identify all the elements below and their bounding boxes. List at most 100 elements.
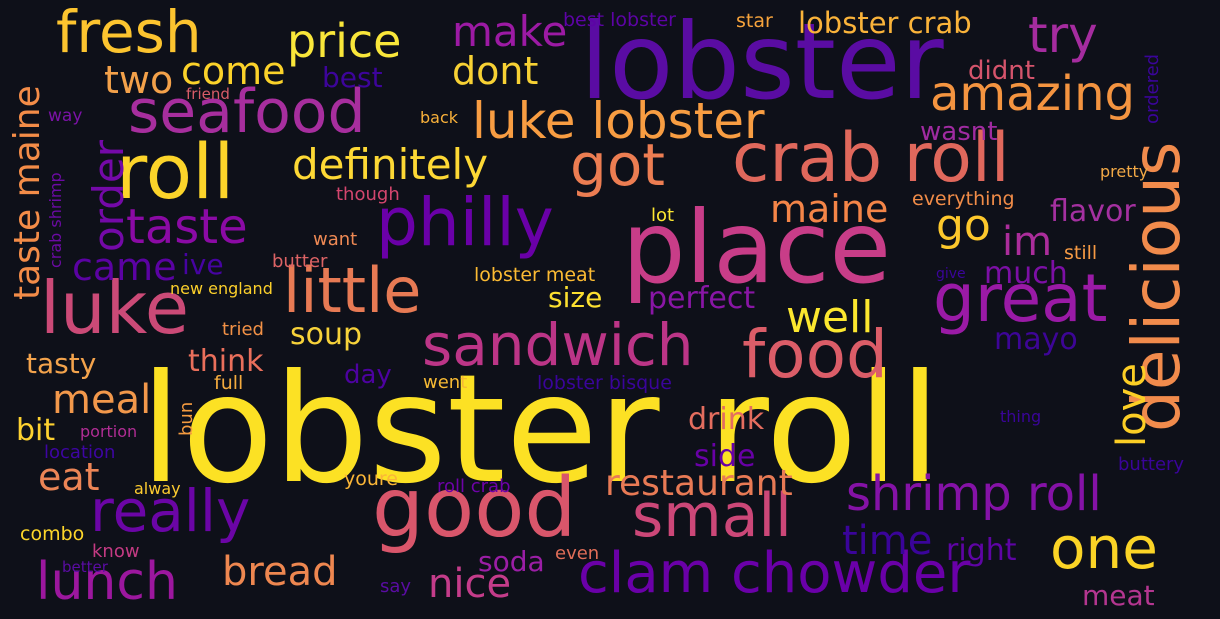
word-know: know (92, 541, 140, 562)
word-didnt: didnt (968, 56, 1035, 86)
word-luke: luke (40, 266, 190, 350)
word-little: little (283, 254, 422, 327)
word-soup: soup (290, 317, 363, 352)
word-wasnt: wasnt (920, 117, 998, 147)
word-seafood: seafood (128, 77, 366, 147)
word-still: still (1064, 242, 1098, 264)
word-food: food (742, 316, 888, 393)
word-lobster: lobster (580, 1, 944, 123)
word-crab-shrimp: crab shrimp (46, 172, 65, 268)
word-location: location (44, 442, 116, 463)
word-sandwich: sandwich (422, 311, 694, 379)
word-love: love (1109, 363, 1155, 447)
word-butter: butter (272, 251, 328, 272)
word-right: right (946, 533, 1017, 568)
word-say: say (380, 576, 412, 597)
word-alway: alway (134, 479, 181, 498)
word-amazing: amazing (930, 66, 1136, 122)
word-best-lobster: best lobster (563, 9, 676, 31)
word-one: one (1050, 514, 1158, 582)
word-buttery: buttery (1118, 454, 1185, 475)
word-thing: thing (1000, 407, 1042, 426)
word-star: star (736, 10, 773, 32)
word-best: best (322, 61, 383, 94)
word-ive: ive (182, 248, 224, 281)
word-taste: taste (126, 199, 248, 255)
word-back: back (420, 108, 459, 127)
word-im: im (1002, 219, 1053, 265)
word-day: day (344, 360, 392, 390)
word-go: go (936, 200, 991, 251)
word-maine: maine (770, 187, 889, 231)
word-new-england: new england (170, 279, 273, 298)
word-place: place (622, 189, 892, 306)
word-tried: tried (222, 319, 264, 340)
word-order: order (84, 140, 133, 252)
word-bread: bread (222, 549, 338, 595)
word-good: good (372, 461, 577, 556)
word-youre: youre (344, 468, 398, 490)
word-everything: everything (912, 188, 1015, 210)
word-lobster-bisque: lobster bisque (537, 372, 672, 394)
word-definitely: definitely (292, 140, 489, 189)
word-time: time (842, 518, 933, 564)
word-lobster-crab: lobster crab (798, 6, 972, 40)
word-combo: combo (20, 523, 85, 545)
word-even: even (555, 543, 600, 564)
word-eat: eat (38, 455, 100, 499)
word-crab-roll: crab roll (732, 119, 1010, 198)
word-flavor: flavor (1050, 194, 1136, 229)
word-roll: roll (116, 127, 235, 216)
word-size: size (548, 281, 603, 314)
word-bun: bun (176, 401, 197, 436)
word-meat: meat (1082, 579, 1155, 612)
word-pretty: pretty (1100, 162, 1149, 181)
word-dont: dont (452, 49, 539, 93)
word-think: think (188, 344, 264, 379)
word-lobster-meat: lobster meat (474, 264, 596, 286)
word-two: two (104, 58, 174, 102)
word-roll-crab: roll crab (437, 476, 511, 497)
word-got: got (570, 131, 666, 199)
word-ordered: ordered (1142, 53, 1163, 124)
word-come: come (181, 49, 286, 93)
word-side: side (694, 439, 756, 474)
word-mayo: mayo (994, 322, 1078, 357)
word-luke-lobster: luke lobster (472, 92, 765, 150)
word-try: try (1028, 6, 1098, 64)
word-taste-maine: taste maine (7, 85, 48, 300)
word-price: price (287, 14, 402, 68)
word-better: better (62, 558, 108, 576)
word-well: well (786, 292, 874, 343)
word-really: really (90, 477, 251, 545)
word-want: want (313, 229, 358, 250)
word-lunch: lunch (36, 552, 178, 612)
word-give: give (936, 266, 966, 282)
word-drink: drink (688, 402, 765, 437)
word-bit: bit (16, 413, 56, 448)
word-lot: lot (651, 205, 675, 226)
word-make: make (452, 7, 568, 56)
word-lobster-roll: lobster roll (140, 343, 941, 517)
word-fresh: fresh (56, 0, 202, 66)
word-clam-chowder: clam chowder (578, 541, 971, 606)
word-friend: friend (186, 85, 230, 103)
word-shrimp-roll: shrimp roll (846, 466, 1102, 522)
word-much: much (984, 256, 1068, 291)
word-full: full (214, 372, 244, 394)
word-went: went (423, 372, 468, 393)
word-perfect: perfect (648, 281, 756, 316)
word-meal: meal (52, 377, 152, 423)
word-tasty: tasty (26, 347, 97, 380)
word-soda: soda (478, 545, 545, 578)
word-portion: portion (80, 422, 138, 441)
word-came: came (72, 245, 177, 289)
word-though: though (336, 184, 400, 205)
word-small: small (632, 481, 792, 551)
word-philly: philly (376, 184, 554, 261)
word-restaurant: restaurant (605, 463, 793, 504)
word-way: way (48, 106, 83, 126)
word-nice: nice (428, 561, 512, 607)
word-great: great (933, 260, 1108, 337)
